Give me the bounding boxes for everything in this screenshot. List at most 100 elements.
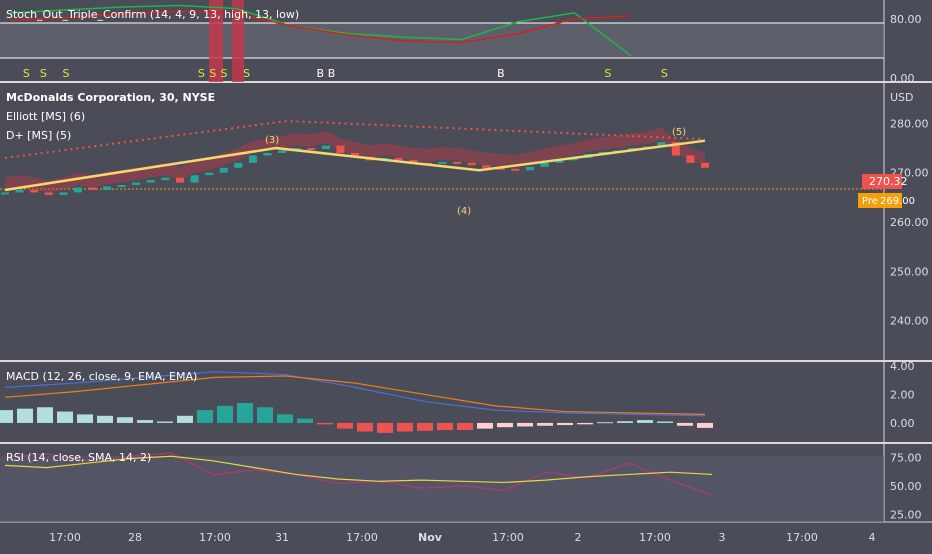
candle: [44, 192, 53, 195]
stoch-signal-S: S: [40, 67, 47, 80]
candle: [30, 189, 39, 193]
wave-label-3: (3): [265, 135, 279, 146]
candle: [103, 186, 112, 190]
candle: [336, 145, 345, 153]
macd-y-tick: 0.00: [890, 417, 915, 430]
candle: [161, 177, 170, 181]
macd-y-tick: 4.00: [890, 360, 915, 373]
x-axis-tick: 3: [719, 531, 726, 544]
macd-histogram-bar: [377, 422, 393, 433]
price-cloud: [5, 127, 705, 193]
candle: [263, 153, 272, 156]
macd-histogram-bar: [137, 420, 153, 423]
stoch-signal-S: S: [661, 67, 668, 80]
stoch-y-tick: 80.00: [890, 13, 922, 26]
symbol-title: McDonalds Corporation, 30, NYSE: [6, 91, 215, 104]
candle: [671, 142, 680, 156]
candle: [234, 162, 243, 168]
x-axis-tick: 4: [869, 531, 876, 544]
macd-histogram-bar: [697, 422, 713, 428]
stoch-label: Stoch_Out_Triple_Confirm (14, 4, 9, 13, …: [6, 8, 299, 21]
x-axis-tick: 31: [275, 531, 289, 544]
stoch-signal-B: B: [316, 67, 324, 80]
candle: [278, 150, 287, 153]
candle: [453, 161, 462, 164]
macd-histogram-bar: [237, 403, 253, 423]
candle: [1, 192, 9, 195]
candle: [569, 157, 578, 161]
wave-label-5: (5): [672, 127, 686, 138]
x-axis-tick: 17:00: [199, 531, 231, 544]
price-y-tick: 260.00: [890, 216, 929, 229]
rsi-y-tick: 50.00: [890, 480, 922, 493]
x-axis-tick: 17:00: [492, 531, 524, 544]
macd-histogram-bar: [337, 422, 353, 429]
candle: [482, 165, 491, 168]
currency-label: USD: [890, 91, 914, 104]
x-axis-tick: 17:00: [346, 531, 378, 544]
candle: [146, 180, 155, 183]
candle: [511, 168, 520, 171]
rsi-label: RSI (14, close, SMA, 14, 2): [6, 451, 151, 464]
macd-histogram-bar: [537, 422, 553, 426]
stoch-signal-S: S: [604, 67, 611, 80]
macd-histogram-bar: [177, 415, 193, 423]
macd-histogram-bar: [317, 422, 333, 425]
macd-histogram-bar: [597, 422, 613, 424]
macd-histogram-bar: [677, 422, 693, 426]
rsi-band: [0, 456, 884, 522]
stoch-band: [0, 23, 884, 58]
candle: [321, 145, 330, 150]
macd-histogram-bar: [57, 411, 73, 423]
pre-label: Pre: [862, 196, 878, 207]
macd-histogram-bar: [477, 422, 493, 429]
macd-histogram-bar: [0, 410, 13, 423]
macd-histogram-bar: [257, 407, 273, 423]
candle: [132, 182, 141, 186]
last-price-text: 270.32: [869, 175, 908, 188]
stoch-signal-S: S: [209, 67, 216, 80]
candle: [248, 155, 257, 163]
stoch-alert-bar: [209, 0, 223, 82]
indicator-elliott: Elliott [MS] (6): [6, 110, 85, 123]
indicator-dplus: D+ [MS] (5): [6, 129, 71, 142]
candle: [176, 177, 184, 183]
candle: [73, 187, 82, 193]
candle: [467, 162, 476, 166]
candle: [117, 185, 126, 188]
x-axis-tick: 2: [575, 531, 582, 544]
macd-histogram-bar: [357, 422, 373, 432]
pre-price-badge: [858, 193, 902, 208]
macd-label: MACD (12, 26, close, 9, EMA, EMA): [6, 370, 197, 383]
candle: [555, 160, 564, 163]
rsi-series-0: [4, 452, 713, 496]
price-y-tick: 250.00: [890, 265, 929, 278]
macd-histogram-bar: [297, 418, 313, 423]
macd-histogram-bar: [277, 414, 293, 423]
candle: [190, 175, 199, 183]
stoch-signal-S: S: [23, 67, 30, 80]
macd-histogram-bar: [117, 417, 133, 423]
rsi-series-1: [4, 455, 713, 484]
stoch-signal-S: S: [243, 67, 250, 80]
macd-histogram-bar: [437, 422, 453, 431]
x-axis-tick: 17:00: [639, 531, 671, 544]
stoch-y-tick: 0.00: [890, 72, 915, 85]
candle: [657, 142, 666, 147]
candle: [394, 157, 403, 160]
macd-histogram-bar: [457, 422, 473, 431]
stoch-signal-S: S: [221, 67, 228, 80]
macd-histogram-bar: [17, 408, 33, 423]
candle: [219, 167, 228, 173]
macd-histogram-bar: [157, 421, 173, 423]
macd-line: [4, 371, 706, 417]
rsi-y-tick: 25.00: [890, 508, 922, 521]
stoch-series-1: [9, 10, 632, 44]
candle: [438, 161, 447, 164]
wave-label-4: (4): [457, 206, 471, 217]
elliott-wave-line: [4, 139, 706, 192]
macd-histogram-bar: [97, 415, 113, 423]
macd-histogram-bar: [77, 414, 93, 423]
